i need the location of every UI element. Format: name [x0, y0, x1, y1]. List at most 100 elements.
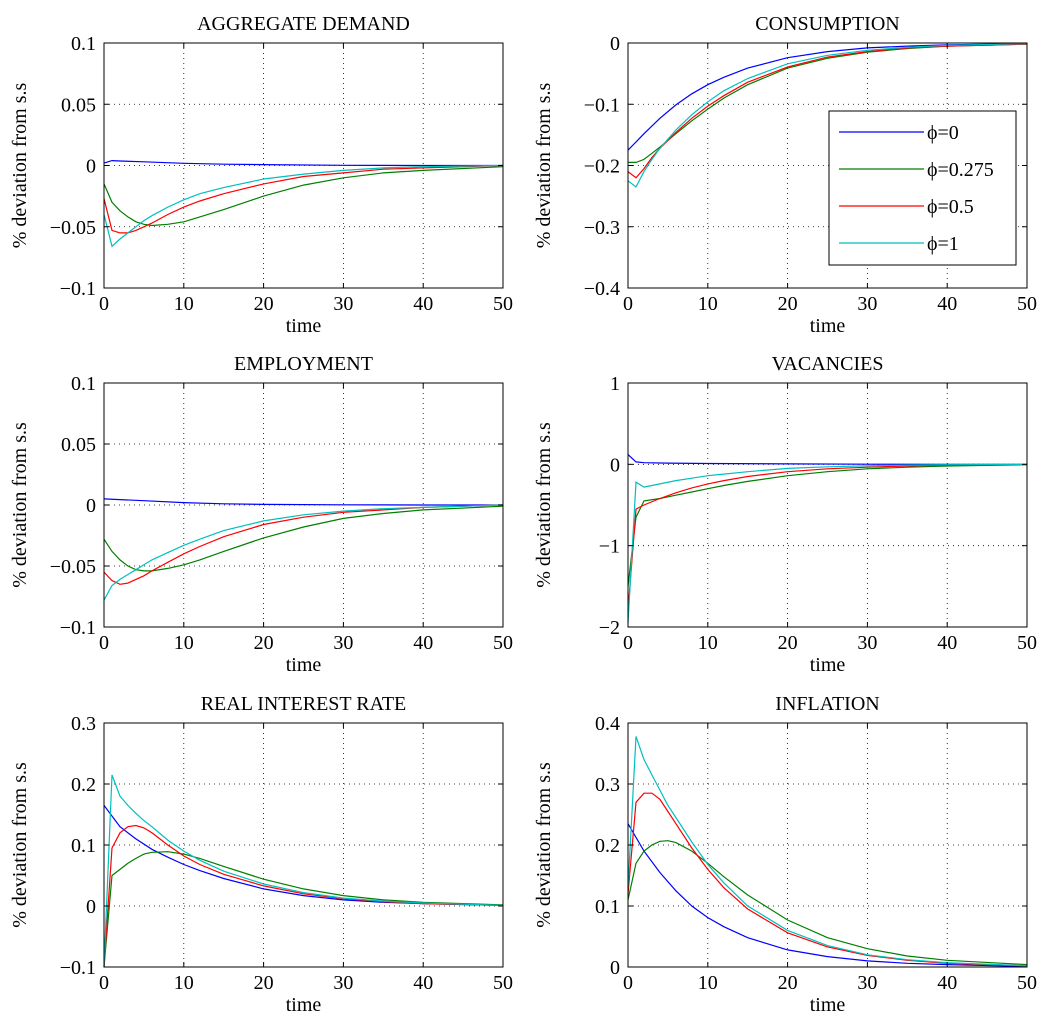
series-line-1: [627, 43, 1028, 151]
x-tick-label: 0: [99, 972, 109, 994]
x-tick-label: 20: [778, 972, 798, 994]
y-tick-label: −0.1: [60, 278, 96, 300]
x-tick-label: 20: [778, 293, 798, 315]
series-line-4: [627, 736, 1028, 967]
y-tick-label: 0: [610, 957, 620, 979]
legend-label-4: ϕ=1: [927, 233, 959, 255]
series-line-2: [627, 840, 1028, 966]
series-line-3: [103, 164, 504, 234]
y-tick-label: 0.2: [71, 774, 96, 796]
x-tick-label: 50: [493, 972, 513, 994]
chart-title: EMPLOYMENT: [234, 353, 373, 375]
x-tick-label: 0: [99, 632, 109, 654]
y-axis-label: % deviation from s.s: [9, 83, 31, 249]
x-tick-label: 30: [857, 972, 877, 994]
x-axis-label: time: [810, 315, 846, 337]
legend-box: [828, 110, 1017, 266]
y-tick-label: 0.4: [595, 713, 620, 735]
series-line-1: [627, 823, 1028, 967]
x-tick-label: 40: [937, 293, 957, 315]
y-tick-label: −0.1: [60, 617, 96, 639]
x-tick-label: 0: [623, 632, 633, 654]
chart-panel-6: 0 10 20 30 40 50 0 0.1 0.2 0.3 0.4 INFLATION time % d…: [533, 693, 1037, 1016]
x-tick-label: 10: [174, 972, 194, 994]
y-tick-label: 1: [610, 373, 620, 395]
plot-area: [627, 382, 1028, 628]
x-tick-label: 30: [333, 293, 353, 315]
series-line-1: [103, 159, 503, 167]
y-tick-label: 0.05: [61, 434, 96, 456]
y-tick-label: 0.1: [71, 373, 96, 395]
x-axis-label: time: [286, 994, 322, 1016]
y-tick-label: 0: [86, 495, 96, 517]
series-line-3: [627, 43, 1028, 179]
y-tick-label: 0: [610, 454, 620, 476]
x-tick-label: 0: [99, 293, 109, 315]
y-tick-label: −0.1: [584, 94, 620, 116]
y-tick-label: 0.2: [595, 835, 620, 857]
x-tick-label: 30: [333, 972, 353, 994]
series-line-3: [627, 464, 1028, 611]
x-axis-label: time: [810, 654, 846, 676]
series-line-2: [103, 166, 504, 227]
y-axis-label: % deviation from s.s: [533, 422, 555, 588]
chart-title: CONSUMPTION: [755, 13, 899, 35]
series-line-4: [627, 43, 1028, 188]
legend: ϕ=0 ϕ=0.275 ϕ=0.5 ϕ=1: [828, 110, 1017, 266]
x-tick-label: 20: [254, 632, 274, 654]
plot-area: [627, 722, 1028, 968]
x-tick-label: 10: [174, 632, 194, 654]
y-tick-label: −2: [599, 617, 620, 639]
x-tick-label: 10: [698, 972, 718, 994]
series-line-1: [103, 805, 504, 906]
x-tick-label: 40: [937, 632, 957, 654]
y-tick-label: 0: [86, 156, 96, 178]
x-axis-label: time: [286, 654, 322, 676]
y-tick-label: −0.05: [50, 556, 96, 578]
y-tick-label: 0.3: [71, 713, 96, 735]
chart-panel-1: 0 10 20 30 40 50 −0.1 −0.05 0 0.05 0.1 AGGREGATE DE…: [9, 13, 513, 337]
chart-panel-4: 0 10 20 30 40 50 −2 −1 0 1 VACANCIES time % deviatio…: [533, 353, 1037, 676]
legend-label-1: ϕ=0: [927, 122, 959, 144]
x-tick-label: 20: [254, 972, 274, 994]
series-line-4: [103, 164, 504, 248]
x-tick-label: 20: [254, 293, 274, 315]
y-tick-label: −0.1: [60, 957, 96, 979]
x-tick-label: 30: [333, 632, 353, 654]
plot-frame: [627, 382, 1028, 628]
series-line-4: [627, 463, 1028, 623]
y-tick-label: −1: [599, 536, 620, 558]
series-line-4: [103, 504, 504, 601]
x-tick-label: 10: [174, 293, 194, 315]
x-tick-label: 50: [493, 293, 513, 315]
y-tick-label: −0.3: [584, 217, 620, 239]
x-tick-label: 50: [1017, 632, 1037, 654]
y-tick-label: 0.05: [61, 94, 96, 116]
series-line-3: [103, 504, 504, 585]
x-tick-label: 20: [778, 632, 798, 654]
x-tick-label: 40: [413, 293, 433, 315]
y-tick-label: 0.1: [71, 835, 96, 857]
legend-label-3: ϕ=0.5: [927, 196, 974, 218]
x-tick-label: 10: [698, 293, 718, 315]
series-line-2: [103, 851, 504, 968]
x-tick-label: 40: [413, 632, 433, 654]
x-tick-label: 50: [1017, 293, 1037, 315]
x-axis-label: time: [286, 315, 322, 337]
series-line-1: [103, 498, 503, 506]
y-tick-label: −0.4: [584, 278, 620, 300]
y-tick-label: 0: [86, 896, 96, 918]
plot-area: [103, 722, 504, 968]
x-tick-label: 50: [493, 632, 513, 654]
y-axis-label: % deviation from s.s: [9, 762, 31, 928]
y-tick-label: −0.05: [50, 217, 96, 239]
y-axis-label: % deviation from s.s: [9, 422, 31, 588]
x-tick-label: 0: [623, 972, 633, 994]
chart-panel-2: 0 10 20 30 40 50 −0.4 −0.3 −0.2 −0.1 0 CONSUMPTION t…: [533, 13, 1037, 337]
x-tick-label: 0: [623, 293, 633, 315]
y-tick-label: 0.1: [71, 33, 96, 55]
chart-title: REAL INTEREST RATE: [201, 693, 407, 715]
x-tick-label: 40: [413, 972, 433, 994]
